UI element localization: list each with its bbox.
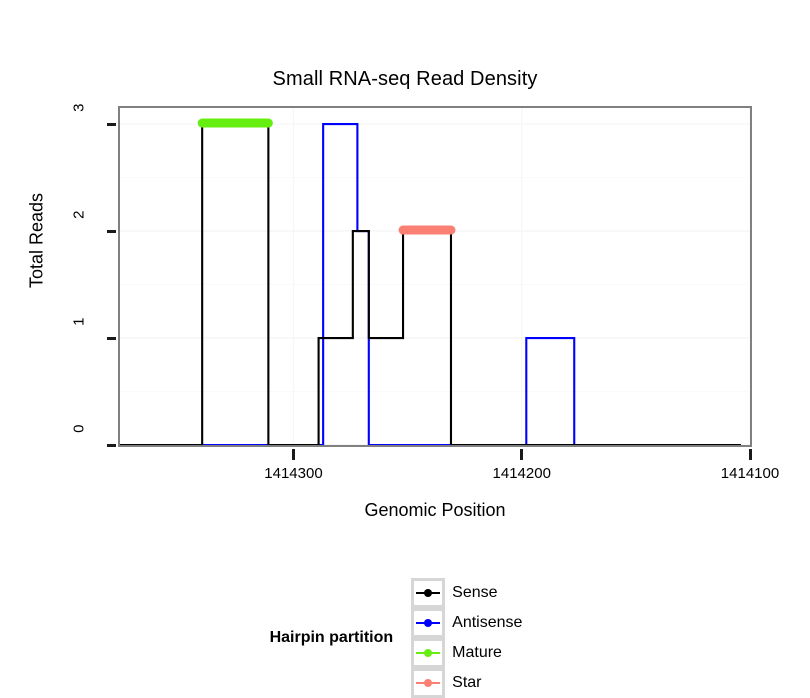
legend-point-glyph xyxy=(424,679,433,687)
y-axis-label: Total Reads xyxy=(26,192,47,289)
legend-label: Star xyxy=(452,674,482,691)
x-tick-label: 1414100 xyxy=(720,465,780,482)
y-tick-label: 3 xyxy=(70,103,88,112)
x-tick-label: 1414300 xyxy=(264,465,323,482)
legend-item-star[interactable]: Star xyxy=(411,668,532,698)
legend-key-mature xyxy=(411,638,446,668)
legend-point-glyph xyxy=(424,619,433,627)
y-tick-label: 2 xyxy=(70,210,88,219)
y-tick-label: 0 xyxy=(70,424,88,433)
legend-key-sense xyxy=(411,578,446,608)
x-tick-label: 1414200 xyxy=(492,465,551,482)
legend-item-sense[interactable]: Sense xyxy=(411,578,532,608)
y-tick-mark xyxy=(107,122,116,126)
x-axis-label: Genomic Position xyxy=(364,500,506,520)
legend-label: Antisense xyxy=(452,614,523,631)
legend-point-glyph xyxy=(424,649,433,657)
page-title: Small RNA-seq Read Density xyxy=(272,68,538,90)
plot-panel xyxy=(118,106,752,447)
legend-item-mature[interactable]: Mature xyxy=(411,638,532,668)
x-tick-mark xyxy=(748,449,752,460)
legend-title: Hairpin partition xyxy=(269,629,394,646)
legend-key-star xyxy=(411,668,446,698)
legend-key-antisense xyxy=(411,608,446,638)
legend-items: Sense Antisense Mature Star xyxy=(411,578,540,698)
legend-point-glyph xyxy=(424,589,433,597)
legend-label: Sense xyxy=(452,584,498,601)
legend: Hairpin partition Sense Antisense Mature St… xyxy=(0,578,810,698)
legend-label: Mature xyxy=(452,644,502,661)
x-tick-mark xyxy=(520,449,524,460)
legend-item-antisense[interactable]: Antisense xyxy=(411,608,532,638)
plot-canvas xyxy=(120,108,750,445)
y-tick-mark xyxy=(107,443,116,447)
y-tick-label: 1 xyxy=(70,317,88,326)
y-tick-mark xyxy=(107,336,116,340)
x-tick-mark xyxy=(291,449,295,460)
y-tick-mark xyxy=(107,229,116,233)
